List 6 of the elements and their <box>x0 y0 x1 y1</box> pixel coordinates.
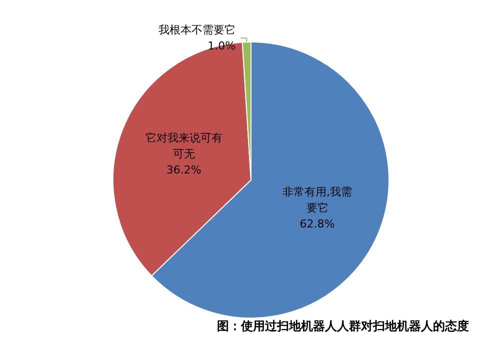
text: 图：使用过扫地机器人人群对扫地机器人的态度 <box>217 319 469 333</box>
slice-label: 非常有用,我需要它 <box>282 186 352 215</box>
slice-label: 它对我来说可有可无 <box>145 131 222 160</box>
data-label: 62.8% <box>300 218 335 231</box>
slice-label: 我根本不需要它 <box>158 24 236 37</box>
data-label: 36.2% <box>166 163 202 176</box>
